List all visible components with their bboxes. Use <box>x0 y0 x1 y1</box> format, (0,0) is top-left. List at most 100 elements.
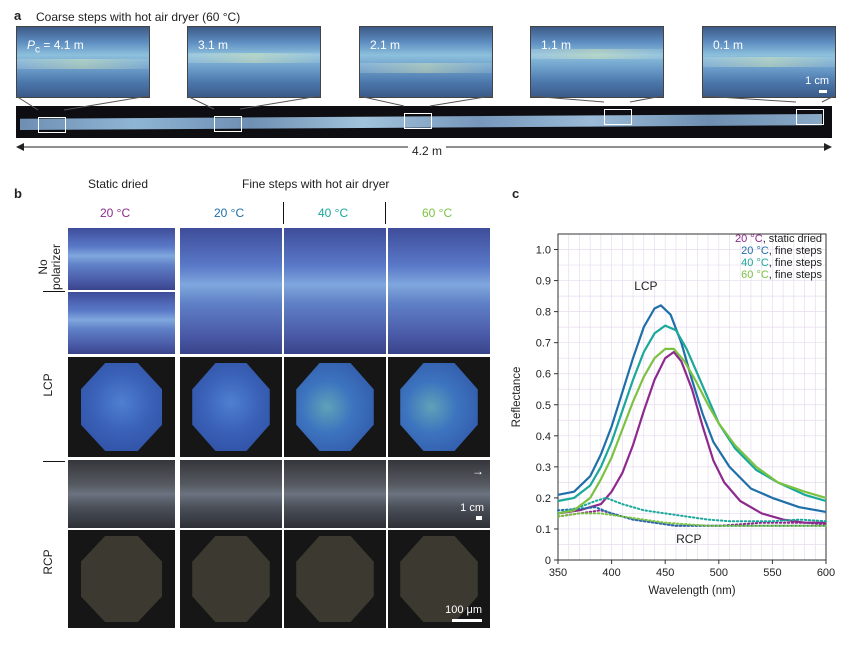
row-label-rcp: RCP <box>41 549 55 575</box>
static-dried-header: Static dried <box>88 177 149 191</box>
plot-frame <box>557 233 827 561</box>
temp-label-static-20: 20 °C <box>100 206 131 220</box>
y-tick-label: 0.6 <box>536 369 551 381</box>
x-tick-label: 550 <box>763 567 781 579</box>
inset-scale-label: 1 cm <box>805 75 829 87</box>
panel-b-letter: b <box>14 186 22 201</box>
lcp-line-3 <box>557 347 827 515</box>
y-tick-label: 0.5 <box>536 400 551 412</box>
temp-label-fine-40: 40 °C <box>318 206 349 220</box>
x-tick-label: 450 <box>656 567 674 579</box>
legend-temp: 40 °C <box>741 257 769 269</box>
y-tick-label: 0.3 <box>536 462 551 474</box>
annotation-rcp: RCP <box>676 532 701 546</box>
legend-temp: 60 °C <box>741 269 769 281</box>
x-tick-label: 400 <box>602 567 620 579</box>
panel-a-letter: a <box>14 8 22 23</box>
fine-steps-header: Fine steps with hot air dryer <box>242 177 390 191</box>
lcp-line-0 <box>557 350 826 524</box>
selection-box-5 <box>796 109 824 125</box>
legend-temp: 20 °C <box>735 233 763 245</box>
legend-rest: , fine steps <box>769 257 823 269</box>
selection-box-4 <box>604 109 632 125</box>
photo-fine20-rcp <box>180 530 282 628</box>
inset-2-label: 3.1 m <box>198 38 229 52</box>
y-tick-label: 0.8 <box>536 307 551 319</box>
zoom-connector-lines <box>15 96 835 111</box>
lcp-line-1 <box>557 304 827 513</box>
photo-fine60-rcp: 100 μm <box>388 530 490 628</box>
photo-fine60-film: → 1 cm <box>388 460 490 528</box>
legend-entry-1: 20 °C, fine steps <box>741 245 822 257</box>
inset-scale-bar <box>819 90 827 93</box>
inset-3: 2.1 m <box>359 26 493 98</box>
y-tick-label: 0 <box>545 555 551 567</box>
inset-5-label: 0.1 m <box>713 38 744 52</box>
y-tick-label: 0.9 <box>536 276 551 288</box>
rcp-line-2 <box>557 496 827 523</box>
scale-bar-cm <box>476 516 482 520</box>
selection-box-2 <box>214 116 242 132</box>
selection-box-1 <box>38 117 66 133</box>
x-tick-label: 600 <box>817 567 835 579</box>
panel-a-title: Coarse steps with hot air dryer (60 °C) <box>36 10 241 24</box>
photo-static-nopol-2 <box>68 292 175 354</box>
y-tick-label: 0.4 <box>536 431 551 443</box>
legend-entry-2: 40 °C, fine steps <box>741 257 822 269</box>
legend-rest: , fine steps <box>769 269 823 281</box>
photo-static-nopol-1 <box>68 228 175 290</box>
photo-fine60-lcp <box>388 357 490 457</box>
x-tick-label: 350 <box>549 567 567 579</box>
inset-1: Pc = 4.1 m <box>16 26 150 98</box>
row-divider-1 <box>43 291 65 292</box>
row-label-no-polarizer: No polarizer <box>36 237 63 297</box>
y-tick-label: 0.7 <box>536 338 551 350</box>
arrow-right-icon: → <box>472 464 484 478</box>
photo-fine20-nopol <box>180 228 282 354</box>
photo-static-film <box>68 460 175 528</box>
y-tick-label: 0.1 <box>536 524 551 536</box>
reflectance-chart: 350 400 450 500 550 600 0 0.1 0.2 0.3 0.4 0.5 0.6 0.7… <box>511 233 835 597</box>
legend-temp: 20 °C <box>741 245 769 257</box>
header-divider-1 <box>283 202 284 224</box>
annotation-lcp: LCP <box>634 279 657 293</box>
inset-3-label: 2.1 m <box>370 38 401 52</box>
y-tick-label: 0.2 <box>536 493 551 505</box>
legend-entry-3: 60 °C, fine steps <box>741 269 822 281</box>
scale-label-cm: 1 cm <box>460 502 484 514</box>
inset-2: 3.1 m <box>187 26 321 98</box>
photo-static-lcp <box>68 357 175 457</box>
header-divider-2 <box>385 202 386 224</box>
photo-fine40-nopol <box>284 228 386 354</box>
x-axis-label: Wavelength (nm) <box>648 585 735 597</box>
row-label-no: No <box>36 259 50 275</box>
y-tick-label: 1.0 <box>536 245 551 257</box>
photo-static-rcp <box>68 530 175 628</box>
legend-rest: , fine steps <box>769 245 823 257</box>
inset-4-label: 1.1 m <box>541 38 572 52</box>
lcp-line-2 <box>557 324 827 503</box>
photo-fine40-film <box>284 460 386 528</box>
inset-5: 0.1 m 1 cm <box>702 26 836 98</box>
inset-4: 1.1 m <box>530 26 664 98</box>
x-tick-label: 500 <box>710 567 728 579</box>
row-label-lcp: LCP <box>41 373 55 397</box>
length-label: 4.2 m <box>408 144 447 158</box>
legend-rest: , static dried <box>763 233 822 245</box>
temp-label-fine-60: 60 °C <box>422 206 453 220</box>
y-axis-label: Reflectance <box>511 367 523 428</box>
row-divider-2 <box>43 461 65 462</box>
scale-bar-um <box>452 619 482 622</box>
temp-label-fine-20: 20 °C <box>214 206 245 220</box>
legend-entry-0: 20 °C, static dried <box>735 233 822 245</box>
photo-fine60-nopol <box>388 228 490 354</box>
photo-fine40-rcp <box>284 530 386 628</box>
photo-fine20-film <box>180 460 282 528</box>
photo-fine20-lcp <box>180 357 282 457</box>
rcp-line-1 <box>557 506 827 527</box>
selection-box-3 <box>404 113 432 129</box>
panel-c-letter: c <box>512 186 520 201</box>
rcp-line-3 <box>557 512 827 527</box>
photo-fine40-lcp <box>284 357 386 457</box>
film-strip <box>16 106 832 138</box>
